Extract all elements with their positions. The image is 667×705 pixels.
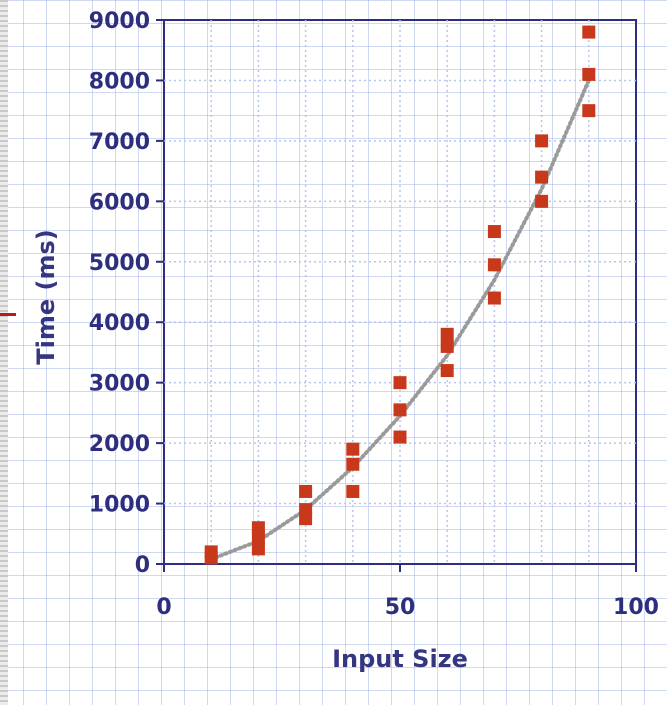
data-point <box>393 430 407 444</box>
y-tick-label: 5000 <box>89 251 150 276</box>
x-axis-title: Input Size <box>332 645 468 673</box>
data-point <box>582 25 596 39</box>
y-tick-label: 0 <box>135 553 150 578</box>
y-tick-label: 9000 <box>89 9 150 34</box>
data-point <box>204 545 218 559</box>
y-tick-label: 1000 <box>89 493 150 518</box>
y-tick-label: 2000 <box>89 432 150 457</box>
data-point <box>346 457 360 471</box>
tick-layer: 0 1000 2000 3000 4000 5000 6000 7000 8000 9000 0 50… <box>89 9 659 620</box>
data-point <box>440 327 454 341</box>
data-point <box>487 291 501 305</box>
trendline <box>209 78 591 562</box>
y-tick-label: 8000 <box>89 69 150 94</box>
y-tick-label: 3000 <box>89 372 150 397</box>
data-point <box>393 403 407 417</box>
data-point <box>251 521 265 535</box>
y-tick-label: 6000 <box>89 190 150 215</box>
x-tick-label: 0 <box>156 595 171 620</box>
y-tick-label: 7000 <box>89 130 150 155</box>
data-point <box>440 339 454 353</box>
data-points-layer <box>204 25 596 565</box>
data-point <box>299 503 313 517</box>
y-axis-title: Time (ms) <box>32 229 60 364</box>
data-point <box>251 542 265 556</box>
slide-edge-strip <box>0 0 8 705</box>
data-point <box>346 484 360 498</box>
data-point <box>393 376 407 390</box>
x-tick-label: 100 <box>613 595 659 620</box>
data-point <box>487 258 501 272</box>
data-point <box>346 442 360 456</box>
data-point <box>535 170 549 184</box>
data-point <box>440 364 454 378</box>
data-point <box>299 484 313 498</box>
data-point <box>535 194 549 208</box>
y-tick-label: 4000 <box>89 311 150 336</box>
slide-accent-line <box>0 313 16 316</box>
data-point <box>487 225 501 239</box>
plot-area <box>163 19 637 565</box>
data-point <box>582 104 596 118</box>
data-point <box>535 134 549 148</box>
x-tick-label: 50 <box>385 595 416 620</box>
data-point <box>582 67 596 81</box>
trendline-layer <box>209 78 591 562</box>
